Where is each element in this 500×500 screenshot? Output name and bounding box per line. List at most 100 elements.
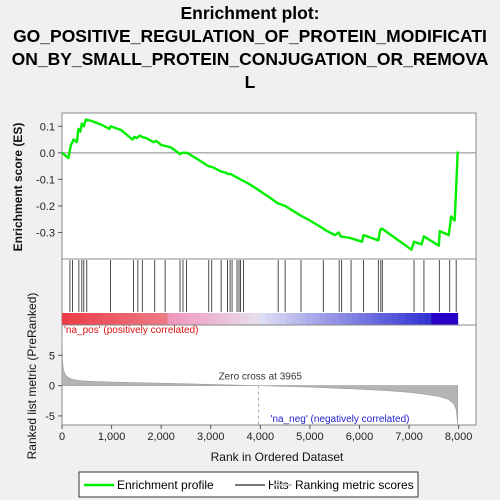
colorbar-segment: [385, 313, 393, 325]
rank-colorbar: [62, 313, 459, 325]
colorbar-segment: [62, 313, 70, 325]
colorbar-segment: [147, 313, 155, 325]
colorbar-segment: [141, 313, 149, 325]
ranked-x-tick-label: 4,000: [247, 431, 275, 443]
ranked-x-axis-title: Rank in Ordered Dataset: [211, 450, 344, 464]
colorbar-segment: [233, 313, 241, 325]
legend: Enrichment profile Hits Ranking metric s…: [78, 471, 419, 498]
colorbar-segment: [180, 313, 188, 325]
colorbar-segment: [279, 313, 287, 325]
colorbar-segment: [371, 313, 380, 325]
colorbar-segment: [305, 313, 314, 325]
colorbar-segment: [319, 313, 327, 325]
colorbar-segment: [451, 313, 459, 325]
colorbar-segment: [81, 313, 89, 325]
colorbar-segment: [108, 313, 116, 325]
chart-title-line-3: ON_BY_SMALL_PROTEIN_CONJUGATION_OR_REMOV…: [11, 49, 489, 69]
chart-title: Enrichment plot: GO_POSITIVE_REGULATION_…: [0, 2, 500, 94]
ranked-x-tick-label: 5,000: [296, 431, 324, 443]
ranking-metric-area: [61, 331, 458, 424]
colorbar-segment: [75, 313, 83, 325]
colorbar-segment: [200, 313, 208, 325]
colorbar-segment: [121, 313, 129, 325]
legend-label-enrichment-profile: Enrichment profile: [117, 478, 214, 492]
colorbar-segment: [365, 313, 373, 325]
ranked-x-tick-label: 7,000: [395, 431, 423, 443]
colorbar-segment: [213, 313, 221, 325]
legend-label-ranking-metric: Ranking metric scores: [295, 478, 414, 492]
ranked-y-tick-label: 0: [49, 381, 55, 393]
ranked-y-axis-title: Ranked list metric (PreRanked): [25, 293, 39, 460]
enrichment-profile-line: [61, 118, 459, 251]
es-plot-area: [61, 112, 477, 260]
colorbar-segment: [345, 313, 353, 325]
colorbar-segment: [246, 313, 254, 325]
colorbar-segment: [299, 313, 307, 325]
ranked-x-tick-label: 2,000: [147, 431, 175, 443]
es-y-tick-label: -0.1: [36, 174, 55, 186]
colorbar-segment: [431, 313, 439, 325]
ranked-x-tick-label: 6,000: [346, 431, 374, 443]
es-y-tick-label: 0.0: [40, 148, 55, 160]
colorbar-segment: [312, 313, 320, 325]
colorbar-segment: [286, 313, 294, 325]
colorbar-segment: [154, 313, 162, 325]
colorbar-segment: [444, 313, 452, 325]
colorbar-segment: [193, 313, 201, 325]
ranked-y-tick-label: 5: [49, 350, 55, 362]
es-panel: 0.1 0.0 -0.1 -0.2 -0.3 Enrichment score (ES): [11, 112, 477, 260]
colorbar-segment: [424, 313, 432, 325]
ranked-x-tick-label: 3,000: [197, 431, 225, 443]
ranked-plot-area: [61, 324, 477, 426]
es-y-tick-label: 0.1: [40, 121, 55, 133]
ranked-x-tick-label: 0: [59, 431, 65, 443]
zero-cross-label: Zero cross at 3965: [219, 372, 303, 383]
ranked-y-tick-label: -5: [45, 411, 55, 423]
es-y-axis: 0.1 0.0 -0.1 -0.2 -0.3: [36, 121, 62, 239]
negative-correlation-label: 'na_neg' (negatively correlated): [271, 414, 410, 425]
chart-title-line-2: GO_POSITIVE_REGULATION_OF_PROTEIN_MODIFI…: [13, 26, 487, 46]
es-y-axis-title: Enrichment score (ES): [11, 123, 25, 252]
colorbar-segment: [325, 313, 333, 325]
colorbar-segment: [134, 313, 142, 325]
positive-correlation-label: 'na_pos' (positively correlated): [64, 325, 198, 336]
colorbar-segment: [378, 313, 386, 325]
colorbar-segment: [266, 313, 274, 325]
ranked-panel: Zero cross at 3965 'na_pos' (positively …: [25, 293, 477, 464]
colorbar-segment: [358, 313, 366, 325]
hits-panel: [61, 258, 477, 326]
ranked-x-tick-label: 1,000: [98, 431, 126, 443]
colorbar-segment: [174, 313, 182, 325]
chart-title-line-4: L: [244, 72, 256, 92]
colorbar-segment: [240, 313, 248, 325]
chart-title-line-1: Enrichment plot:: [180, 3, 320, 23]
colorbar-segment: [160, 313, 169, 325]
colorbar-segment: [220, 313, 228, 325]
es-y-tick-label: -0.2: [36, 201, 55, 213]
colorbar-segment: [391, 313, 399, 325]
colorbar-segment: [338, 313, 347, 325]
colorbar-segment: [398, 313, 406, 325]
colorbar-segment: [411, 313, 419, 325]
colorbar-segment: [292, 313, 300, 325]
colorbar-segment: [226, 313, 234, 325]
colorbar-segment: [352, 313, 360, 325]
colorbar-segment: [253, 313, 261, 325]
colorbar-segment: [207, 313, 215, 325]
colorbar-segment: [114, 313, 122, 325]
colorbar-segment: [332, 313, 340, 325]
ranked-x-tick-label: 8,000: [445, 431, 473, 443]
colorbar-segment: [127, 313, 136, 325]
colorbar-segment: [418, 313, 426, 325]
hit-lines: [69, 260, 457, 312]
colorbar-segment: [94, 313, 103, 325]
colorbar-segment: [187, 313, 195, 325]
es-y-tick-label: -0.3: [36, 227, 55, 239]
colorbar-segment: [404, 313, 412, 325]
ranked-x-axis: 0 1,000 2,000 3,000 4,000 5,000 6,000 7,000 8,00…: [59, 425, 472, 443]
ranked-y-axis: 5 0 -5: [45, 350, 62, 423]
colorbar-segment: [88, 313, 96, 325]
colorbar-segment: [101, 313, 109, 325]
colorbar-segment: [167, 313, 175, 325]
